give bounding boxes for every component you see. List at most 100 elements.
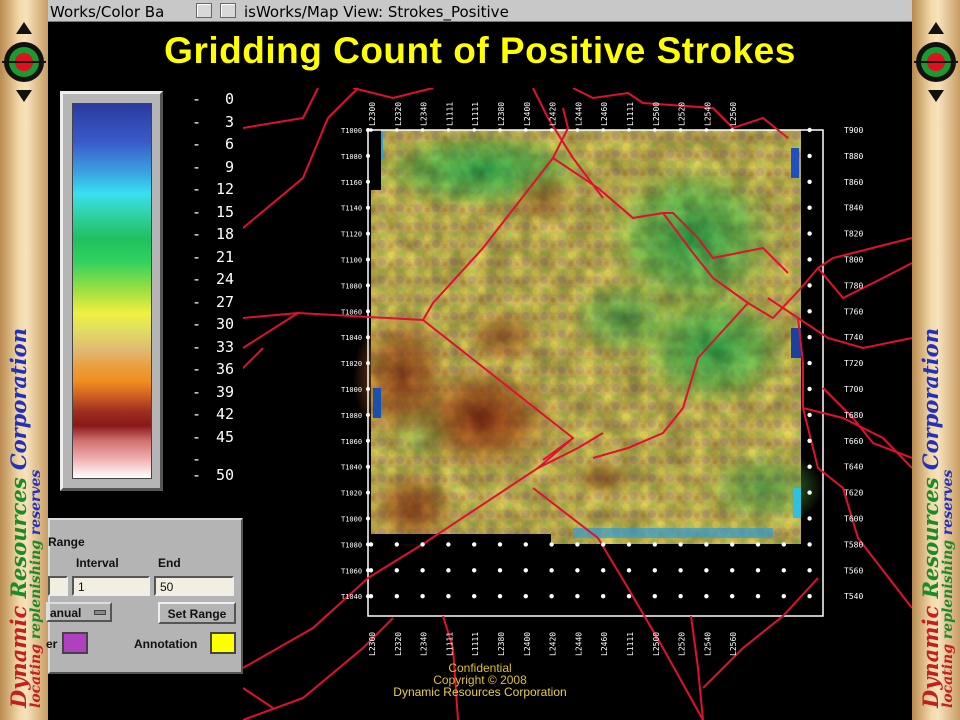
interval-input[interactable]: 1: [72, 576, 150, 596]
tick-dash: -: [192, 270, 202, 288]
tick-dash: -: [192, 337, 202, 356]
grid-node: [366, 542, 370, 547]
end-input[interactable]: 50: [154, 576, 234, 596]
color-bar-tick: -27: [188, 293, 240, 313]
y-axis-right-label: T820: [844, 230, 863, 239]
footer: Confidential Copyright © 2008 Dynamic Re…: [380, 662, 580, 698]
map-frame: [367, 129, 824, 617]
window-title-strip: Works/Color Ba isWorks/Map View: Strokes…: [48, 0, 912, 22]
y-axis-left-label: T1060: [341, 308, 362, 316]
grid-node: [781, 568, 786, 573]
tick-value: 18: [215, 225, 234, 243]
grid-node: [366, 128, 370, 132]
x-axis-bottom-label: L2420: [549, 632, 558, 656]
window-menu-button[interactable]: [196, 3, 212, 18]
interval-label: Interval: [76, 556, 119, 570]
y-axis-right-label: T540: [844, 592, 863, 601]
annotation-color-swatch[interactable]: [210, 632, 236, 654]
grid-node: [704, 568, 709, 573]
grid-node: [807, 309, 812, 314]
x-axis-top-tick: [653, 128, 657, 132]
y-axis-right-label: T780: [844, 281, 863, 290]
grid-node: [446, 542, 451, 547]
y-axis-left-label: T1040: [341, 464, 362, 472]
color-bar-tick: -39: [188, 383, 240, 403]
color-bar-tick: -18: [188, 225, 240, 245]
brand-word-dynamic-right: Dynamic Resources Corporation: [918, 328, 943, 709]
grid-node: [366, 309, 370, 314]
tick-dash: -: [192, 112, 202, 131]
x-axis-bottom-label: L2500: [652, 632, 661, 656]
tick-value: 30: [215, 315, 234, 333]
y-axis-right-label: T580: [844, 540, 863, 549]
grid-node: [626, 568, 632, 573]
color-bar-tick: -42: [188, 405, 240, 425]
grid-node: [497, 568, 503, 573]
range-mode-dropdown[interactable]: anual: [46, 602, 112, 622]
x-axis-top-label: L1111: [626, 102, 635, 126]
tick-value: 6: [224, 135, 234, 153]
color-bar-tick: -6: [188, 135, 240, 155]
grid-node: [366, 464, 370, 469]
y-axis-left-label: T1020: [341, 490, 362, 498]
border-color-label: er: [46, 637, 58, 651]
tick-dash: -: [192, 292, 202, 311]
tick-dash: -: [192, 360, 202, 378]
grid-node: [366, 594, 370, 599]
grid-node: [368, 542, 374, 547]
grid-node: [523, 542, 528, 547]
tick-value: 24: [215, 270, 234, 288]
x-axis-top-tick: [627, 128, 631, 132]
y-axis-right-label: T660: [844, 437, 863, 446]
window-menu-button-2[interactable]: [220, 3, 236, 18]
tick-dash: -: [192, 466, 202, 484]
color-bar-gradient: [72, 103, 152, 479]
map-view[interactable]: L2300 L2320 L2340 L1111 L1111 L2380 L2400 L2420…: [243, 88, 912, 720]
grid-node: [678, 594, 683, 599]
y-axis-right-label: T860: [844, 178, 863, 187]
y-axis-right-label: T700: [844, 385, 863, 394]
grid-node: [807, 257, 812, 262]
grid-node: [781, 594, 786, 599]
border-color-swatch[interactable]: [62, 632, 88, 654]
grid-node: [366, 361, 370, 366]
range-label: Range: [48, 535, 85, 549]
tick-value: 36: [215, 360, 234, 378]
y-axis-left-label: T1080: [341, 541, 362, 549]
tick-dash: -: [192, 180, 202, 198]
map-view-window-title[interactable]: isWorks/Map View: Strokes_Positive: [244, 3, 509, 21]
color-bar-window-title[interactable]: Works/Color Ba: [50, 3, 165, 21]
y-axis-right-label: T900: [844, 126, 863, 135]
grid-node: [807, 568, 812, 573]
grid-node: [394, 568, 399, 573]
grid-node: [601, 542, 606, 547]
x-axis-bottom-label: L2440: [574, 632, 583, 656]
set-range-button[interactable]: Set Range: [158, 602, 236, 624]
x-axis-top-tick: [395, 128, 399, 132]
grid-node: [366, 438, 370, 443]
left-brand-bar: Dynamic Resources Corporation locating r…: [0, 0, 48, 720]
footer-copyright: Copyright © 2008: [433, 673, 527, 687]
y-axis-left-label: T1140: [341, 205, 362, 213]
dropdown-caret-icon: [94, 610, 106, 615]
start-input[interactable]: [48, 576, 68, 596]
grid-node: [523, 594, 528, 599]
tick-value: 21: [215, 247, 234, 266]
grid-node: [755, 594, 761, 599]
tick-dash: -: [192, 427, 202, 446]
y-axis-left-label: T1000: [341, 386, 362, 394]
end-label: End: [158, 556, 181, 570]
y-axis-right-label: T800: [844, 256, 863, 265]
tick-value: 15: [215, 202, 234, 221]
grid-node: [366, 516, 370, 521]
grid-node: [394, 542, 399, 547]
grid-node: [446, 594, 451, 599]
x-axis-bottom-label: L2400: [523, 632, 532, 656]
footer-confidential: Confidential: [448, 661, 512, 675]
brand-vertical-text: Dynamic Resources Corporation locating r…: [6, 328, 44, 709]
x-axis-bottom-label: L2340: [420, 632, 429, 656]
grid-node: [549, 568, 554, 573]
y-axis-right-label: T740: [844, 333, 863, 342]
grid-node: [366, 231, 370, 236]
color-bar-tick: -45: [188, 428, 240, 448]
